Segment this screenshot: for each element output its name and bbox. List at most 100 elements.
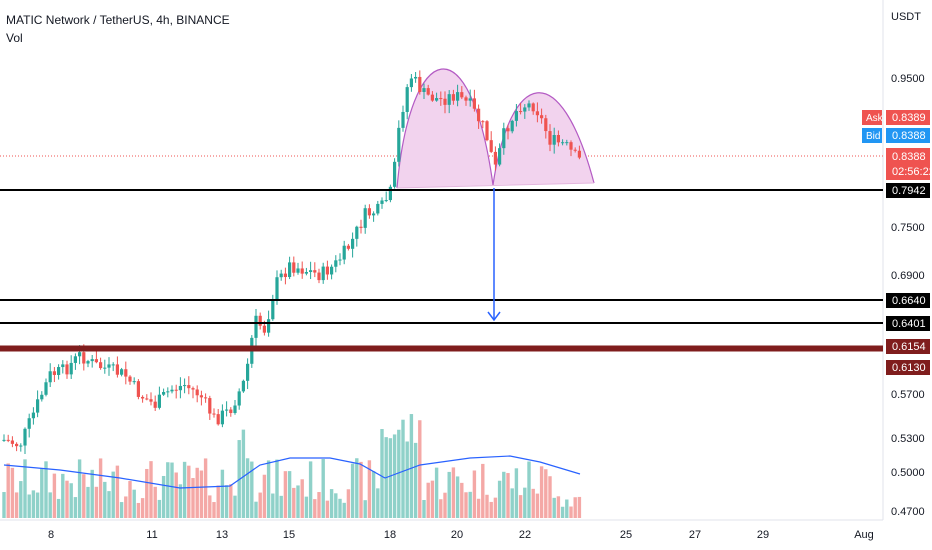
candle-body bbox=[443, 98, 447, 105]
volume-bar bbox=[401, 419, 405, 518]
double-top-right-arc[interactable] bbox=[492, 92, 595, 186]
candle-body bbox=[183, 385, 187, 387]
volume-bar bbox=[518, 495, 523, 518]
volume-bar bbox=[86, 486, 90, 518]
volume-bar bbox=[19, 481, 23, 518]
volume-bar bbox=[497, 480, 502, 518]
volume-bar bbox=[355, 458, 359, 518]
volume-bar bbox=[149, 461, 153, 518]
volume-bar bbox=[560, 506, 565, 518]
candle-body bbox=[241, 380, 245, 392]
time-tick: Aug bbox=[854, 529, 874, 541]
candle-body bbox=[31, 412, 35, 419]
volume-bar bbox=[539, 466, 544, 518]
ask-value-box bbox=[886, 110, 930, 125]
ask-label: Ask bbox=[866, 113, 884, 124]
candle-body bbox=[317, 272, 321, 281]
volume-bar bbox=[569, 506, 573, 518]
candle-body bbox=[414, 76, 418, 79]
candle-body bbox=[577, 150, 581, 158]
candle-body bbox=[103, 367, 107, 369]
candle-body bbox=[6, 439, 10, 441]
volume-bar bbox=[371, 471, 376, 518]
level-value: 0.6640 bbox=[892, 295, 926, 307]
candle-body bbox=[464, 97, 468, 101]
candle-body bbox=[153, 401, 157, 408]
double-top-left-arc[interactable] bbox=[396, 68, 494, 189]
candle-body bbox=[426, 88, 430, 95]
volume-bar bbox=[40, 468, 44, 518]
candle-body bbox=[565, 142, 569, 144]
candle-body bbox=[309, 270, 313, 273]
candle-body bbox=[300, 268, 304, 274]
candle-body bbox=[435, 98, 439, 101]
candle-body bbox=[363, 208, 367, 228]
candle-body bbox=[107, 364, 111, 368]
volume-bar bbox=[376, 488, 380, 518]
candle-body bbox=[544, 118, 548, 132]
candle-body bbox=[271, 299, 275, 320]
volume-bar bbox=[69, 483, 73, 518]
volume-bar bbox=[203, 458, 208, 518]
candle-body bbox=[422, 88, 426, 92]
volume-bar bbox=[107, 491, 111, 518]
candle-body bbox=[510, 120, 514, 132]
candle-body bbox=[15, 443, 19, 447]
volume-bar bbox=[544, 469, 548, 518]
candle-body bbox=[472, 98, 476, 109]
volume-bar bbox=[115, 465, 120, 518]
candle-body bbox=[36, 399, 40, 413]
candle-body bbox=[82, 352, 86, 364]
volume-bar bbox=[577, 496, 582, 518]
candle-body bbox=[279, 273, 283, 278]
candle-body bbox=[498, 148, 502, 165]
time-tick: 29 bbox=[757, 529, 769, 541]
level-value: 0.6130 bbox=[892, 362, 926, 374]
candle-body bbox=[439, 98, 443, 100]
candle-body bbox=[128, 376, 132, 382]
volume-bar bbox=[31, 490, 36, 518]
price-tick: 0.7500 bbox=[891, 222, 925, 234]
volume-bar bbox=[6, 463, 10, 518]
candle-body bbox=[430, 94, 434, 101]
volume-bar bbox=[397, 429, 401, 518]
candle-body bbox=[40, 394, 44, 400]
volume-bar bbox=[166, 462, 170, 518]
candle-body bbox=[208, 398, 212, 414]
volume-bar bbox=[229, 484, 233, 518]
candle-body bbox=[69, 362, 73, 375]
candle-body bbox=[10, 440, 14, 444]
price-axis-currency: USDT bbox=[891, 11, 921, 23]
level-value: 0.6401 bbox=[892, 318, 926, 330]
volume-bar bbox=[321, 459, 325, 518]
time-tick: 20 bbox=[451, 529, 463, 541]
volume-indicator-label[interactable]: Vol bbox=[6, 31, 23, 45]
volume-bar bbox=[292, 487, 296, 518]
candle-body bbox=[376, 203, 380, 214]
candle-body bbox=[275, 277, 279, 300]
candle-body bbox=[556, 135, 560, 143]
volume-bar bbox=[250, 461, 254, 518]
candle-body bbox=[44, 382, 48, 395]
candle-body bbox=[220, 410, 224, 425]
candle-body bbox=[527, 103, 531, 108]
candles bbox=[2, 70, 581, 455]
candle-body bbox=[233, 405, 237, 414]
volume-bar bbox=[136, 502, 141, 518]
candle-body bbox=[120, 369, 124, 375]
candle-body bbox=[166, 391, 170, 393]
candle-body bbox=[409, 78, 413, 88]
volume-bar bbox=[363, 500, 367, 518]
volume-bar bbox=[439, 499, 443, 518]
volume-bar bbox=[191, 478, 195, 518]
volume-bar bbox=[56, 498, 61, 518]
volume-bar bbox=[178, 484, 183, 518]
candle-body bbox=[2, 439, 6, 441]
candle-body bbox=[52, 371, 56, 375]
candle-body bbox=[237, 391, 241, 406]
volume-bar bbox=[271, 493, 275, 518]
candle-body bbox=[330, 266, 334, 275]
volume-bar bbox=[258, 492, 262, 518]
candle-body bbox=[359, 226, 363, 228]
